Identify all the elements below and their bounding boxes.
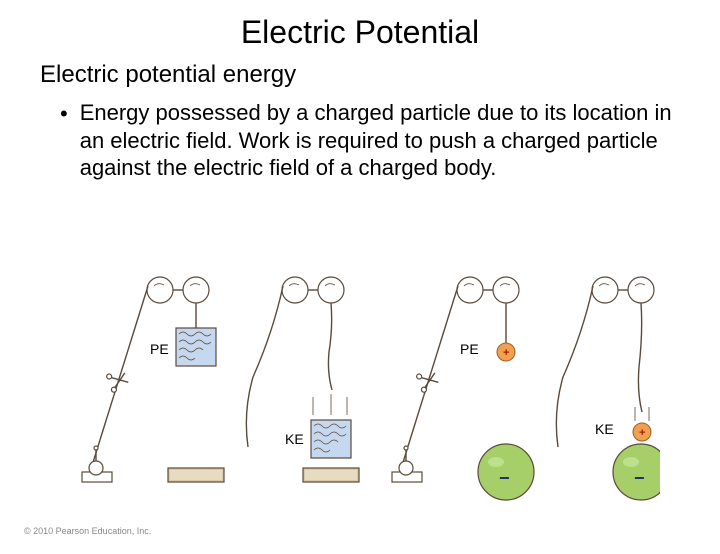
slide-title: Electric Potential [0,14,720,51]
minus-symbol: − [499,468,510,488]
bullet-text: Energy possessed by a charged particle d… [80,99,680,182]
minus-symbol-2: − [634,468,645,488]
bullet-list: • Energy possessed by a charged particle… [60,99,680,182]
bullet-item: • Energy possessed by a charged particle… [60,99,680,182]
plus-symbol: + [503,347,509,359]
plus-symbol-2: + [639,427,645,439]
ke-label-2: KE [595,421,614,437]
copyright-text: © 2010 Pearson Education, Inc. [24,526,151,536]
physics-diagram: PE [80,272,660,507]
bullet-mark: • [60,101,68,127]
pe-label-2: PE [460,341,479,357]
ke-label: KE [285,431,304,447]
pe-label: PE [150,341,169,357]
section-heading: Electric potential energy [40,61,720,89]
